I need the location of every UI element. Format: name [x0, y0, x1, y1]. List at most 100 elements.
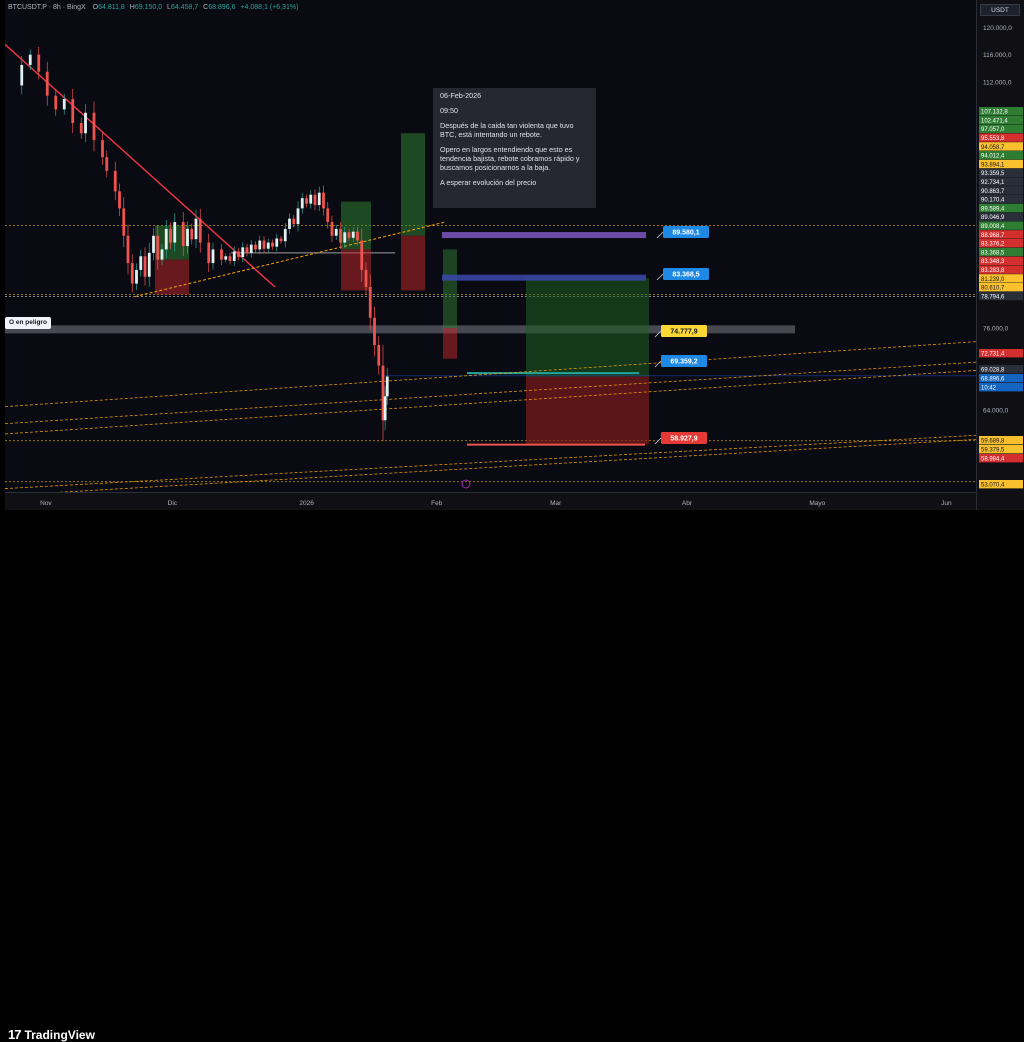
candle-body [326, 208, 330, 223]
x-tick-label: Nov [40, 500, 52, 507]
risk-zone [526, 376, 649, 445]
chart-window: 89.580,1 83.368,5 74.777,9 69.359,2 58.927,9… [5, 0, 1024, 1042]
channel-line [5, 341, 976, 407]
candle-body [288, 218, 291, 229]
candle-body [169, 228, 172, 243]
symbol-name[interactable]: BTCUSDT.P · 8h · BingX [8, 4, 86, 11]
price-axis[interactable]: 120.000,0 116.000,0 112.000,0 76.000,0 64.00… [976, 0, 1024, 510]
candle-body [356, 231, 359, 241]
axis-marker-text: 69.028,8 [981, 368, 1005, 374]
warning-callout[interactable]: O en peligro [5, 317, 51, 329]
axis-marker [979, 383, 1023, 392]
axis-marker-text: 92.734,1 [981, 180, 1005, 186]
chart-pane[interactable]: 89.580,1 83.368,5 74.777,9 69.359,2 58.927,9 [5, 0, 976, 492]
candle-body [232, 251, 236, 262]
candle-body [92, 112, 96, 141]
annotation-note[interactable]: 06-Feb-2026 09:50 Después de la caida ta… [433, 88, 596, 208]
x-tick-label: Abr [682, 500, 693, 507]
label-box [663, 268, 709, 280]
y-tick-label: 120.000,0 [983, 25, 1012, 32]
candle-body [211, 249, 215, 264]
currency-button[interactable]: USDT [980, 4, 1020, 16]
axis-marker [979, 142, 1023, 151]
axis-marker [979, 454, 1023, 463]
candle-body [373, 317, 376, 346]
axis-marker [979, 177, 1023, 186]
high-label: H [129, 4, 135, 11]
axis-marker-text: 83.348,3 [981, 259, 1005, 265]
candle-body [198, 218, 202, 243]
label-pointer [656, 273, 664, 281]
axis-marker [979, 247, 1023, 257]
axis-marker-text: 59.689,8 [981, 439, 1005, 445]
x-tick-label: Feb [431, 500, 443, 507]
candle-body [296, 208, 300, 225]
axis-marker-text: 89.008,4 [981, 224, 1005, 230]
candle-body [383, 396, 387, 421]
candle-body [360, 240, 364, 270]
candle-body [330, 222, 334, 236]
candle-body [79, 123, 83, 134]
label-box [661, 432, 707, 444]
note-paragraph-3: A esperar evolución del precio [440, 178, 537, 187]
candle-body [156, 235, 160, 260]
note-time: 09:50 [440, 106, 458, 115]
candle-body [105, 157, 109, 171]
time-axis[interactable]: Nov Dic 2026 Feb Mar Abr Mayo Jun [5, 492, 976, 511]
label-text: 74.777,9 [670, 329, 697, 336]
candle-body [126, 235, 130, 264]
price-chart[interactable]: 89.580,1 83.368,5 74.777,9 69.359,2 58.927,9 [5, 0, 976, 492]
trade-box-loss [401, 235, 425, 291]
candle-body [186, 228, 189, 246]
axis-marker-text: 68.896,6 [981, 377, 1005, 383]
x-tick-label: Mar [550, 500, 562, 507]
y-tick-label: 116.000,0 [983, 52, 1012, 59]
axis-marker [979, 230, 1023, 239]
close-value: 68.896,6 [208, 4, 236, 11]
high-value: 69.150,0 [134, 4, 163, 11]
candle-body [207, 242, 211, 264]
axis-marker [979, 480, 1023, 489]
axis-marker [979, 445, 1023, 454]
axis-marker [979, 265, 1023, 274]
tradingview-logo[interactable]: 17 TradingView [8, 1027, 95, 1042]
low-label: L [167, 4, 171, 11]
axis-marker-text: 83.283,8 [981, 268, 1005, 274]
y-tick-label: 64.000,0 [983, 408, 1009, 415]
candle-body [37, 54, 41, 72]
price-label-4: 58.927,9 [654, 432, 707, 445]
axis-marker [979, 151, 1023, 160]
event-marker-icon [461, 479, 471, 489]
candle-body [135, 269, 138, 284]
axis-marker-text: 72.731,4 [981, 352, 1005, 358]
price-label-2: 74.777,9 [654, 325, 707, 338]
downtrend-line [5, 43, 276, 288]
candle-body [54, 95, 58, 110]
candle-body [143, 256, 147, 277]
x-tick-label: 2026 [299, 500, 314, 507]
candle-body [139, 256, 143, 270]
candle-body [224, 256, 228, 260]
axis-marker [979, 203, 1023, 213]
channel-line [57, 438, 976, 492]
axis-marker-text: 95.553,8 [981, 136, 1005, 142]
candle-body [313, 194, 317, 205]
axis-marker [979, 107, 1023, 116]
label-box [663, 226, 709, 238]
label-text: 89.580,1 [672, 230, 699, 237]
change-value: +4.088,1 (+6,31%) [240, 4, 299, 11]
candle-body [130, 263, 134, 284]
note-paragraph-2: Opero en largos entendiendo que esto es … [440, 145, 580, 172]
candle-body [305, 198, 308, 204]
candle-body [62, 99, 66, 110]
axis-marker [979, 291, 1023, 301]
price-axis-labels: 120.000,0 116.000,0 112.000,0 76.000,0 64.00… [979, 25, 1023, 489]
axis-marker-text: 78.794,6 [981, 294, 1005, 300]
candle-body [292, 218, 296, 225]
candle-body [122, 208, 126, 236]
candle-body [28, 54, 32, 65]
candle-body [279, 238, 283, 242]
channel-line [5, 434, 976, 489]
candle-body [45, 71, 49, 96]
axis-marker-text: 90.170,4 [981, 198, 1005, 204]
